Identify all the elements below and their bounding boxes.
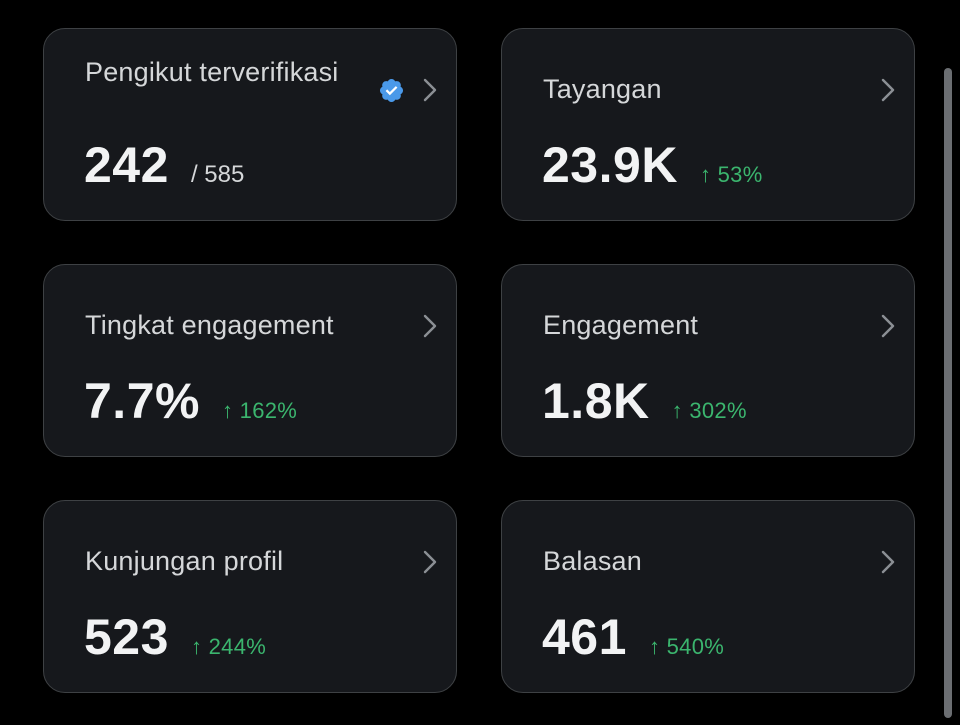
metric-change: ↑ 302% [671,398,747,423]
metric-value-row: 7.7% ↑ 162% [84,372,298,429]
metric-card-profile-visits[interactable]: Kunjungan profil 523 ↑ 244% [43,500,457,693]
metric-denominator: / 585 [190,161,245,188]
metric-change: ↑ 162% [221,398,298,423]
metric-value: 461 [542,609,627,665]
metric-value-row: 242 / 585 [84,136,245,193]
scrollbar[interactable] [944,68,952,718]
metric-value: 523 [84,609,169,665]
scrollbar-thumb[interactable] [944,68,952,718]
metric-card-engagement[interactable]: Engagement 1.8K ↑ 302% [501,264,915,457]
metric-label: Tayangan [543,74,662,104]
metric-change: ↑ 244% [190,634,267,659]
metric-value-row: 1.8K ↑ 302% [542,372,747,429]
chevron-right-icon[interactable] [422,313,438,339]
metric-card-verified-followers[interactable]: Pengikut terverifikasi 242 / 585 [43,28,457,221]
metric-value: 7.7% [84,373,200,429]
chevron-right-icon[interactable] [422,549,438,575]
metric-card-replies[interactable]: Balasan 461 ↑ 540% [501,500,915,693]
chevron-right-icon[interactable] [880,549,896,575]
chevron-right-icon[interactable] [422,77,438,103]
metric-value: 1.8K [542,373,650,429]
metric-change: ↑ 540% [648,634,725,659]
metric-label: Pengikut terverifikasi [85,57,339,87]
metric-change: ↑ 53% [699,162,763,187]
metric-card-impressions[interactable]: Tayangan 23.9K ↑ 53% [501,28,915,221]
chevron-right-icon[interactable] [880,313,896,339]
metric-label: Tingkat engagement [85,310,334,340]
metric-value-row: 23.9K ↑ 53% [542,136,763,193]
verified-badge-icon [379,78,404,103]
metric-label: Engagement [543,310,699,340]
metric-value-row: 461 ↑ 540% [542,608,725,665]
metric-label: Kunjungan profil [85,546,284,576]
metric-value-row: 523 ↑ 244% [84,608,267,665]
chevron-right-icon[interactable] [880,77,896,103]
metric-value: 242 [84,137,169,193]
metric-label: Balasan [543,546,642,576]
metric-value: 23.9K [542,137,678,193]
metric-card-engagement-rate[interactable]: Tingkat engagement 7.7% ↑ 162% [43,264,457,457]
